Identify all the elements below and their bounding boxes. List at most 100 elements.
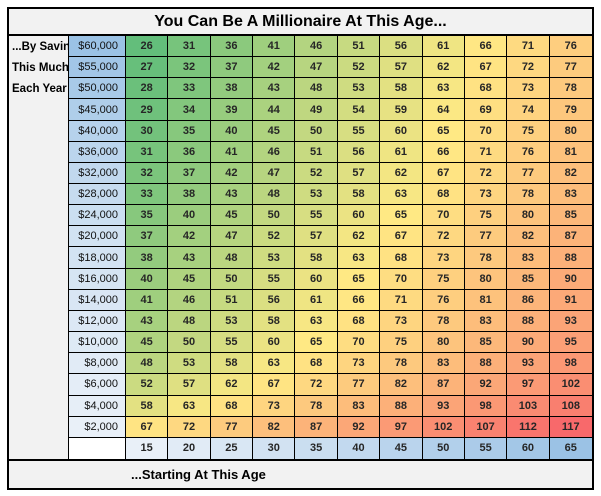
heatmap-cell: 76: [549, 36, 592, 58]
empty-corner-cell: [69, 437, 126, 459]
heatmap-cell: 75: [507, 120, 550, 142]
heatmap-cell: 51: [295, 141, 338, 163]
heatmap-cell: 85: [507, 268, 550, 290]
heatmap-cell: 67: [380, 226, 423, 248]
heatmap-cell: 77: [210, 416, 254, 438]
heatmap-cell: 36: [210, 36, 254, 58]
saving-cell: $36,000: [69, 141, 126, 163]
heatmap-cell: 80: [464, 268, 508, 290]
heatmap-cell: 66: [337, 289, 381, 311]
heatmap-cell: 50: [253, 205, 296, 227]
heatmap-cell: 45: [126, 332, 169, 354]
heatmap-cell: 87: [295, 416, 338, 438]
heatmap-cell: 71: [380, 289, 423, 311]
heatmap-cell: 71: [464, 141, 508, 163]
heatmap-cell: 79: [549, 99, 592, 121]
heatmap-cell: 58: [337, 184, 381, 206]
heatmap-cell: 35: [168, 120, 211, 142]
heatmap-cell: 38: [210, 78, 254, 100]
heatmap-cell: 48: [295, 78, 338, 100]
heatmap-cell: 38: [126, 247, 169, 269]
heatmap-cell: 45: [168, 268, 211, 290]
heatmap-cell: 31: [168, 36, 211, 58]
heatmap-cell: 62: [380, 162, 423, 185]
saving-cell: $16,000: [69, 268, 126, 290]
heatmap-cell: 40: [168, 205, 211, 227]
heatmap-cell: 82: [549, 162, 592, 185]
heatmap-cell: 51: [337, 36, 381, 58]
heatmap-cell: 107: [464, 416, 508, 438]
heatmap-cell: 61: [380, 141, 423, 163]
heatmap-cell: 67: [126, 416, 169, 438]
heatmap-cell: 60: [337, 205, 381, 227]
heatmap-cell: 63: [380, 184, 423, 206]
heatmap-cell: 60: [295, 268, 338, 290]
heatmap-cell: 82: [380, 374, 423, 396]
heatmap-cell: 76: [422, 289, 465, 311]
heatmap-cell: 62: [422, 57, 465, 79]
saving-cell: $2,000: [69, 416, 126, 438]
heatmap-cell: 38: [168, 184, 211, 206]
heatmap-cell: 65: [295, 332, 338, 354]
heatmap-cell: 77: [507, 162, 550, 185]
saving-cell: $60,000: [69, 36, 126, 58]
heatmap-cell: 50: [168, 332, 211, 354]
heatmap-cell: 91: [549, 289, 592, 311]
saving-cell: $20,000: [69, 226, 126, 248]
heatmap-cell: 44: [253, 99, 296, 121]
heatmap-cell: 83: [507, 247, 550, 269]
heatmap-cell: 68: [464, 78, 508, 100]
heatmap-cell: 63: [295, 310, 338, 333]
age-header-cell: 50: [422, 437, 465, 459]
heatmap-cell: 26: [126, 36, 169, 58]
heatmap-cell: 52: [253, 226, 296, 248]
heatmap-cell: 55: [210, 332, 254, 354]
saving-cell: $18,000: [69, 247, 126, 269]
heatmap-cell: 93: [507, 353, 550, 375]
heatmap-cell: 43: [126, 310, 169, 333]
heatmap-cell: 77: [337, 374, 381, 396]
heatmap-cell: 48: [126, 353, 169, 375]
heatmap-cell: 98: [464, 395, 508, 417]
heatmap-cell: 70: [464, 120, 508, 142]
age-header-cell: 20: [168, 437, 211, 459]
heatmap-cell: 34: [168, 99, 211, 121]
row-axis-label-line: ...By Saving: [12, 40, 78, 53]
heatmap-cell: 76: [507, 141, 550, 163]
saving-cell: $32,000: [69, 162, 126, 185]
heatmap-cell: 97: [507, 374, 550, 396]
heatmap-cell: 103: [507, 395, 550, 417]
heatmap-cell: 70: [422, 205, 465, 227]
heatmap-cell: 60: [380, 120, 423, 142]
heatmap-cell: 56: [380, 36, 423, 58]
heatmap-cell: 27: [126, 57, 169, 79]
heatmap-cell: 75: [422, 268, 465, 290]
heatmap-cell: 93: [422, 395, 465, 417]
heatmap-cell: 33: [168, 78, 211, 100]
heatmap-cell: 65: [422, 120, 465, 142]
heatmap-cell: 40: [210, 120, 254, 142]
heatmap-cell: 48: [210, 247, 254, 269]
page-title: You Can Be A Millionaire At This Age...: [9, 9, 592, 36]
saving-cell: $28,000: [69, 184, 126, 206]
heatmap-cell: 57: [168, 374, 211, 396]
heatmap-cell: 47: [295, 57, 338, 79]
saving-cell: $8,000: [69, 353, 126, 375]
heatmap-cell: 67: [253, 374, 296, 396]
col-axis-label: ...Starting At This Age: [131, 467, 266, 482]
heatmap-cell: 53: [295, 184, 338, 206]
heatmap-cell: 37: [210, 57, 254, 79]
heatmap-cell: 92: [464, 374, 508, 396]
saving-cell: $45,000: [69, 99, 126, 121]
heatmap-cell: 56: [337, 141, 381, 163]
heatmap-cell: 73: [422, 247, 465, 269]
heatmap-cell: 73: [380, 310, 423, 333]
row-axis-label-line: This Much: [12, 61, 69, 74]
heatmap-cell: 81: [464, 289, 508, 311]
heatmap-cell: 37: [126, 226, 169, 248]
heatmap-cell: 32: [126, 162, 169, 185]
age-header-cell: 15: [126, 437, 169, 459]
heatmap-cell: 61: [295, 289, 338, 311]
heatmap-cell: 88: [549, 247, 592, 269]
